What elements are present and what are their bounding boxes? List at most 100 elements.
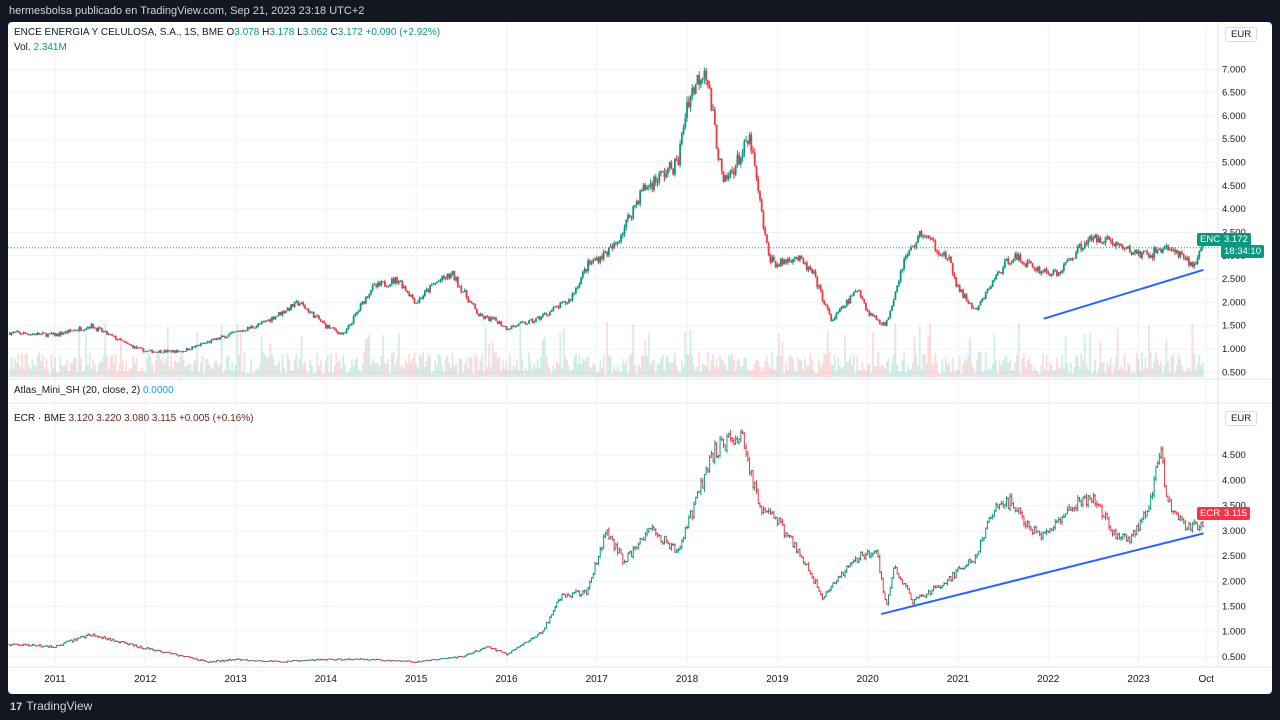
volume-bar	[573, 358, 576, 377]
candle-body	[1135, 249, 1138, 254]
candle-body	[102, 331, 105, 333]
volume-bar	[81, 371, 84, 377]
volume-bar	[1104, 373, 1107, 377]
candle-body	[861, 297, 864, 300]
currency-button-bottom[interactable]: EUR	[1225, 411, 1258, 426]
candle-body	[324, 323, 327, 328]
candle-body	[673, 158, 676, 175]
candle-body	[929, 237, 932, 239]
candle-body	[910, 247, 912, 251]
volume-bar	[389, 372, 392, 377]
volume-bar	[321, 373, 324, 377]
chart-canvas[interactable]: 2011 2012 2013 2014 2015 2016 2017 2018 2019 2020…	[8, 22, 1272, 694]
volume-bar	[187, 363, 190, 377]
currency-button-top[interactable]: EUR	[1225, 27, 1258, 42]
volume-bar	[712, 353, 714, 377]
volume-bar	[1042, 354, 1044, 377]
volume-bar	[772, 369, 775, 377]
candle-body	[175, 350, 178, 353]
volume-bar	[443, 371, 445, 377]
volume-bar	[680, 360, 683, 377]
candle-body	[88, 326, 91, 329]
volume-bar	[892, 354, 895, 377]
trendline	[1043, 268, 1204, 320]
volume-bar	[401, 365, 404, 377]
candle-body	[1087, 239, 1090, 245]
volume-bar	[1158, 364, 1161, 377]
volume-bar	[581, 358, 584, 377]
volume-bar	[469, 357, 471, 377]
candle-body	[253, 327, 256, 329]
candle-body	[448, 273, 451, 278]
volume-bar	[562, 328, 565, 377]
volume-bar	[1071, 373, 1074, 377]
candle-body	[986, 289, 989, 292]
volume-bar	[640, 355, 643, 377]
y-tick-label: 4.000	[1222, 475, 1246, 486]
candle-body	[734, 165, 737, 175]
volume-bar	[482, 371, 485, 377]
candle-body	[238, 330, 240, 332]
volume-bar	[1089, 332, 1091, 377]
volume-bar	[304, 361, 306, 377]
candle-body	[80, 327, 82, 331]
volume-bar	[135, 358, 138, 377]
volume-bar	[792, 358, 794, 377]
volume-bar	[243, 352, 246, 377]
volume-bar	[545, 355, 548, 377]
candle-body	[422, 296, 424, 299]
candle-body	[793, 257, 796, 260]
volume-bar	[847, 361, 850, 377]
candle-body	[733, 171, 735, 175]
volume-bar	[111, 354, 114, 377]
volume-bar	[800, 360, 803, 377]
volume-bar	[186, 366, 188, 377]
volume-bar	[665, 357, 668, 377]
candle-body	[371, 284, 374, 291]
volume-bar	[983, 370, 985, 377]
volume-bar	[1132, 371, 1135, 377]
volume-bar	[210, 367, 213, 377]
volume-bar	[1201, 362, 1204, 377]
candle-body	[1068, 259, 1070, 261]
volume-bar	[1036, 371, 1039, 377]
volume-bar	[361, 365, 364, 377]
chart-frame[interactable]: 2011 2012 2013 2014 2015 2016 2017 2018 2019 2020…	[8, 22, 1272, 694]
candle-body	[463, 290, 466, 292]
candle-body	[425, 289, 428, 292]
candle-body	[1080, 243, 1083, 251]
candle-body	[884, 322, 886, 326]
volume-bar	[215, 360, 218, 377]
candle-body	[67, 329, 70, 333]
candle-body	[298, 303, 301, 306]
candle-body	[719, 159, 721, 160]
volume-bar	[246, 372, 249, 377]
candle-body	[865, 302, 867, 310]
candle-body	[191, 346, 194, 350]
volume-bar	[121, 360, 124, 377]
candle-body	[816, 276, 819, 288]
compare-low: 3.080	[124, 413, 150, 424]
volume-bar	[759, 366, 761, 377]
volume-bar	[47, 368, 49, 377]
volume-bar	[212, 369, 214, 377]
candle-body	[1076, 246, 1079, 253]
candle-body	[196, 345, 199, 347]
volume-bar	[163, 363, 166, 377]
volume-bar	[350, 359, 353, 377]
candle-body	[590, 262, 593, 264]
candle-body	[279, 312, 282, 316]
x-tick-label: 2021	[947, 674, 970, 685]
candle-body	[512, 325, 515, 327]
candle-body	[380, 281, 383, 286]
volume-bar	[1198, 354, 1201, 377]
volume-bar	[1092, 371, 1095, 377]
volume-bar	[682, 366, 685, 377]
y-tick-label: 2.500	[1222, 551, 1246, 562]
volume-bar	[647, 332, 650, 377]
volume-bar	[368, 334, 371, 377]
volume-bar	[592, 362, 595, 377]
volume-bar	[877, 352, 879, 377]
volume-bar	[126, 371, 129, 377]
candle-body	[40, 333, 42, 335]
